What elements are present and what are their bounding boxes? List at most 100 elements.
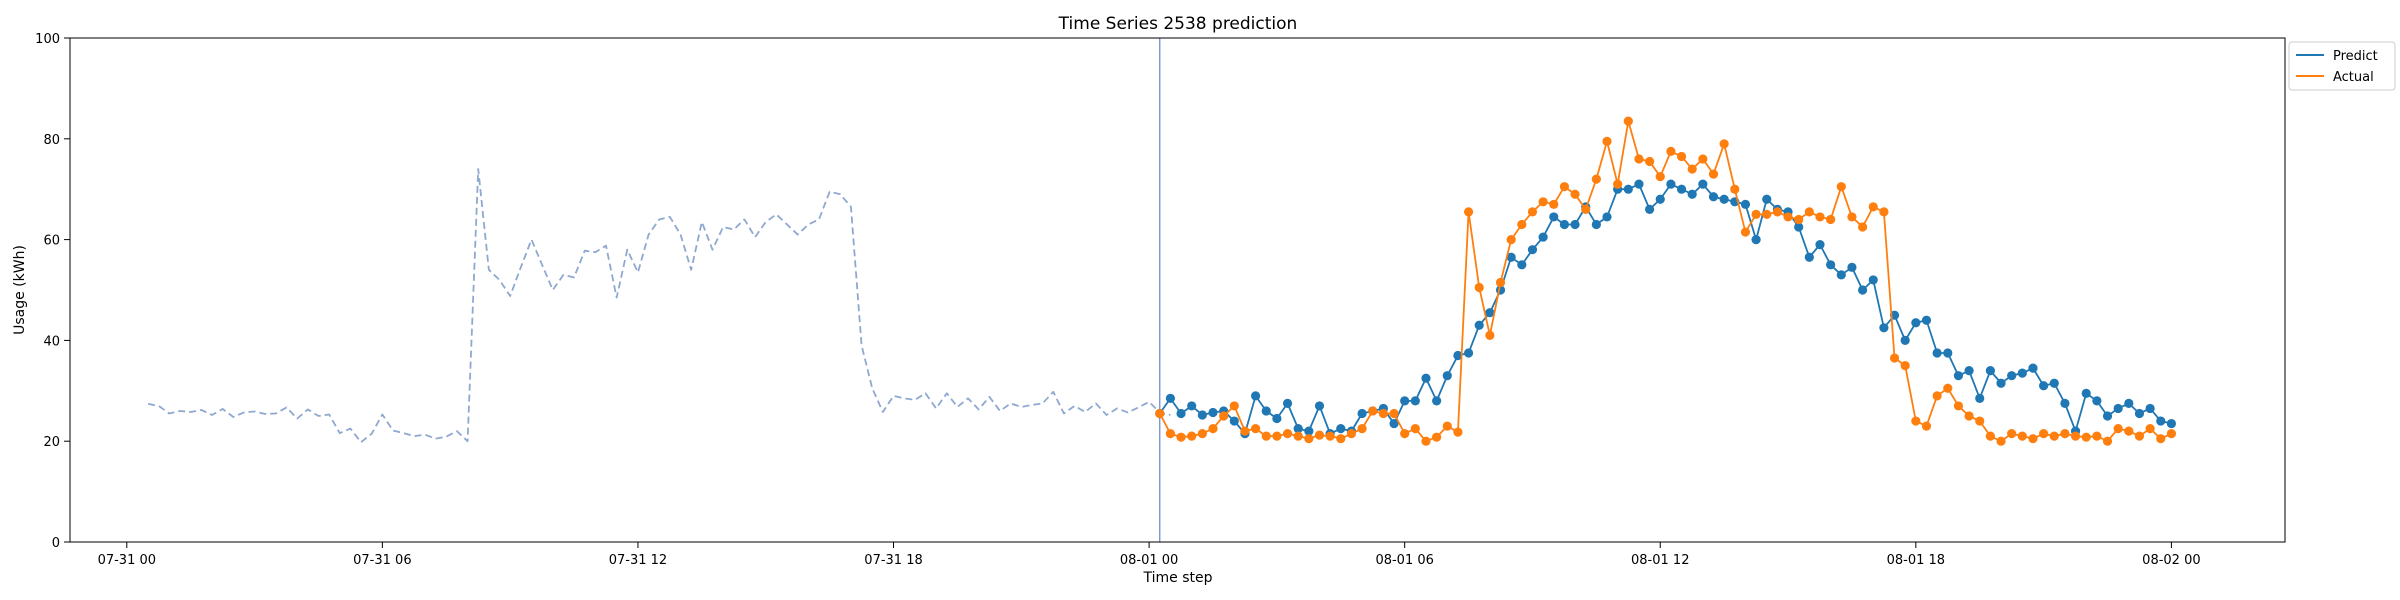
data-point-actual (2070, 431, 2081, 441)
data-point-predict (1176, 408, 1186, 419)
data-point-actual (1282, 429, 1293, 439)
data-point-actual (1346, 429, 1357, 439)
data-point-predict (1847, 262, 1857, 272)
data-point-actual (1229, 401, 1239, 411)
x-tick-label: 08-02 00 (2142, 553, 2200, 568)
data-point-actual (1996, 436, 2006, 446)
data-point-predict (1879, 323, 1889, 333)
data-point-actual (1602, 136, 1612, 146)
data-point-predict (1815, 240, 1825, 250)
data-point-predict (1570, 219, 1580, 230)
data-point-predict (1932, 348, 1942, 358)
data-point-actual (1400, 429, 1410, 439)
data-point-predict (1453, 350, 1463, 361)
data-point-actual (2092, 431, 2102, 441)
data-point-predict (2092, 396, 2102, 406)
data-point-actual (1879, 207, 1889, 217)
x-tick-label: 08-01 18 (1887, 553, 1945, 568)
data-point-predict (1762, 194, 1772, 204)
data-point-actual (2134, 431, 2145, 441)
data-point-predict (1538, 232, 1548, 242)
data-point-predict (1836, 270, 1846, 280)
data-point-predict (1964, 366, 1974, 376)
data-point-actual (2166, 429, 2177, 439)
data-point-predict (1293, 424, 1303, 434)
data-point-actual (1325, 431, 1335, 441)
x-tick-label: 08-01 12 (1631, 553, 1689, 568)
data-point-actual (1197, 429, 1207, 439)
data-point-predict (2145, 403, 2155, 414)
data-point-predict (1549, 212, 1559, 222)
data-point-predict (1432, 396, 1442, 406)
data-point-actual (1857, 222, 1868, 232)
data-point-predict (1527, 245, 1538, 255)
data-point-predict (2017, 368, 2027, 378)
data-point-predict (1442, 371, 1452, 381)
data-point-predict (1197, 410, 1207, 420)
data-point-actual (1453, 427, 1463, 437)
data-point-actual (1485, 330, 1495, 340)
x-tick-label: 07-31 06 (353, 553, 411, 568)
data-point-predict (1250, 391, 1261, 401)
data-point-predict (1804, 252, 1814, 262)
data-point-actual (1378, 408, 1388, 419)
data-point-actual (1623, 116, 1633, 126)
data-point-actual (1538, 197, 1548, 207)
data-point-predict (2049, 378, 2059, 388)
data-point-predict (1272, 413, 1282, 424)
series-line-history (147, 168, 1171, 444)
plot-marks (147, 38, 2177, 542)
data-point-predict (1357, 408, 1367, 419)
y-axis-label: Usage (kWh) (12, 245, 28, 335)
data-point-actual (2049, 431, 2059, 441)
x-axis-label: Time step (1143, 570, 1213, 586)
data-point-actual (1666, 146, 1676, 156)
data-point-predict (1900, 335, 1910, 345)
data-point-actual (1921, 421, 1932, 431)
data-point-predict (1911, 318, 1921, 328)
y-tick-label: 100 (35, 32, 60, 47)
legend-label-actual: Actual (2333, 70, 2374, 85)
y-tick-label: 60 (43, 234, 60, 249)
x-tick-label: 07-31 12 (609, 553, 667, 568)
data-point-actual (1953, 401, 1964, 411)
data-point-actual (2102, 436, 2113, 446)
data-point-predict (2060, 398, 2070, 408)
x-tick-label: 07-31 00 (98, 553, 156, 568)
y-axis-ticks: 0 20 40 60 80 100 (35, 32, 70, 551)
data-point-predict (1229, 416, 1239, 426)
y-tick-label: 0 (52, 536, 60, 551)
data-point-predict (1208, 407, 1218, 418)
data-point-actual (1463, 207, 1474, 217)
data-point-predict (1400, 396, 1410, 406)
data-point-predict (2007, 371, 2017, 381)
data-point-predict (1698, 179, 1708, 189)
data-point-actual (1506, 235, 1516, 245)
data-point-actual (1240, 426, 1250, 436)
data-point-predict (1794, 222, 1804, 232)
data-point-actual (1645, 156, 1655, 167)
data-point-predict (1421, 373, 1431, 383)
data-point-actual (1304, 434, 1314, 444)
data-point-actual (1208, 424, 1218, 434)
data-point-actual (1740, 227, 1751, 237)
data-point-actual (2145, 424, 2155, 434)
data-point-predict (1591, 219, 1601, 230)
data-point-actual (1708, 169, 1719, 179)
y-tick-label: 40 (43, 334, 60, 349)
data-point-predict (1463, 348, 1474, 358)
data-point-actual (1783, 212, 1793, 222)
plot-frame (69, 37, 2286, 543)
data-point-predict (1474, 320, 1484, 330)
data-point-predict (1719, 194, 1729, 204)
data-point-actual (1911, 416, 1921, 426)
data-point-actual (1836, 182, 1846, 192)
data-point-actual (1613, 179, 1623, 189)
data-point-actual (1900, 361, 1910, 371)
data-point-predict (2028, 363, 2038, 373)
data-point-predict (2124, 398, 2134, 408)
y-tick-label: 20 (43, 435, 60, 450)
data-point-actual (1676, 151, 1687, 162)
data-point-actual (2113, 424, 2123, 434)
